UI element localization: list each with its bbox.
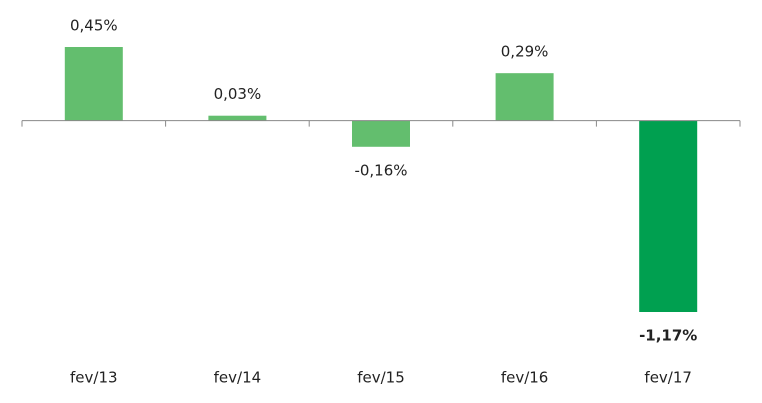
bar xyxy=(495,73,554,121)
x-tick-label: fev/17 xyxy=(644,369,692,387)
bar xyxy=(64,47,123,121)
value-label: -0,16% xyxy=(354,161,407,179)
value-label: 0,03% xyxy=(214,85,262,103)
value-label: -1,17% xyxy=(639,327,697,345)
x-tick-label: fev/16 xyxy=(501,369,549,387)
value-label: 0,45% xyxy=(70,17,118,35)
value-label: 0,29% xyxy=(501,43,549,61)
bar xyxy=(352,120,410,147)
bar xyxy=(639,120,698,312)
x-tick-label: fev/15 xyxy=(357,369,405,387)
bar xyxy=(208,115,267,121)
x-tick-label: fev/13 xyxy=(70,369,118,387)
x-tick-label: fev/14 xyxy=(214,369,262,387)
